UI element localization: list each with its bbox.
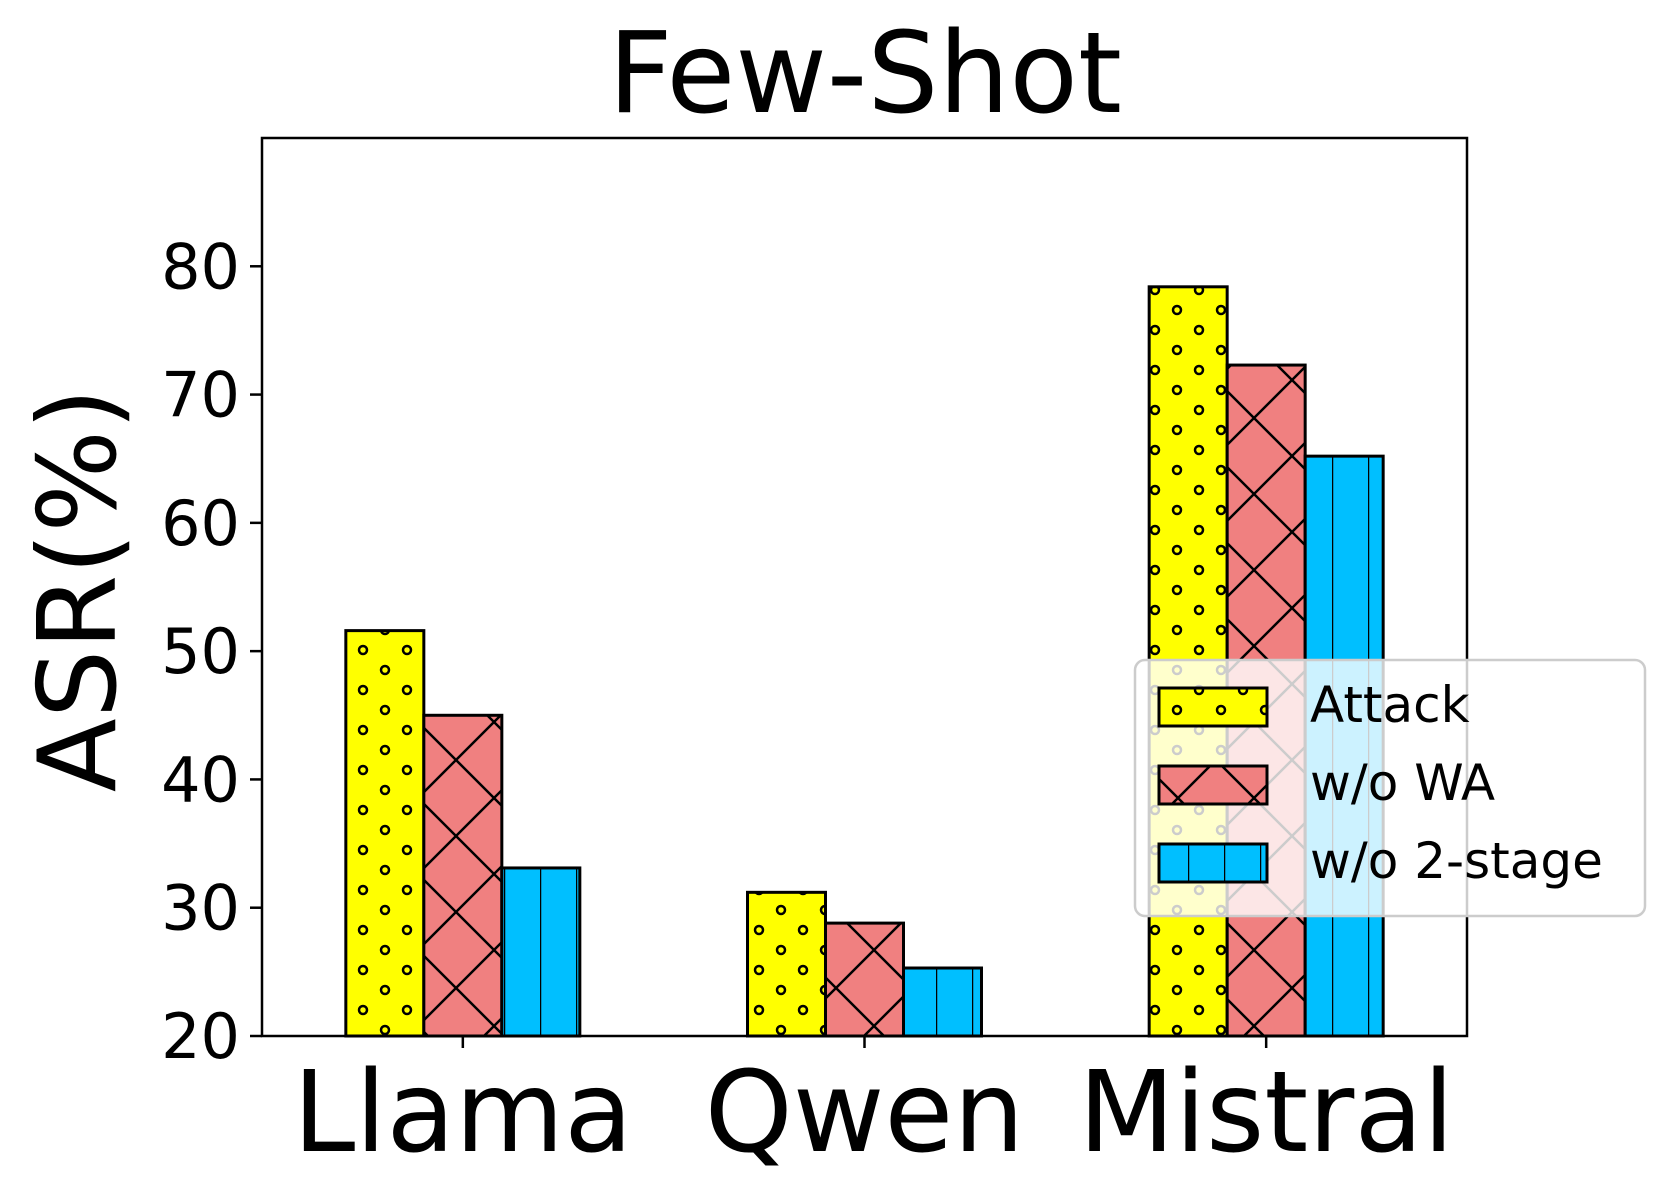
bar-attack-qwen	[746, 890, 827, 1038]
y-tick-label: 50	[161, 615, 240, 688]
legend-label: Attack	[1310, 676, 1470, 734]
y-tick-label: 40	[161, 743, 240, 816]
legend: Attack w/o WA w/o 2-stage	[1133, 658, 1647, 918]
bar-w-o-2-stage-llama	[500, 866, 582, 1038]
bar-w-o-wa-llama	[422, 713, 504, 1038]
y-tick-label: 80	[161, 230, 240, 303]
bar-w-o-2-stage-qwen	[902, 966, 983, 1038]
legend-label: w/o 2-stage	[1310, 832, 1603, 890]
y-tick-label: 30	[161, 872, 240, 945]
x-axis-ticks: Llama Qwen Mistral	[293, 1036, 1454, 1178]
legend-entry-attack: Attack	[1157, 676, 1470, 734]
y-tick-label: 70	[161, 359, 240, 432]
x-tick-label-qwen: Qwen	[705, 1048, 1025, 1178]
chart-title: Few-Shot	[608, 9, 1122, 139]
bar-attack-llama	[344, 629, 426, 1038]
y-tick-label: 20	[161, 1000, 240, 1073]
plot-area-frame	[260, 136, 1469, 1038]
x-tick-label-llama: Llama	[293, 1048, 633, 1178]
bar-w-o-wa-qwen	[824, 921, 905, 1038]
x-tick-label-mistral: Mistral	[1078, 1048, 1454, 1178]
y-tick-label: 60	[161, 487, 240, 560]
y-axis-ticks: 20 30 40 50 60 70 80	[161, 230, 262, 1073]
legend-label: w/o WA	[1310, 754, 1495, 812]
legend-entry-w-o-wa: w/o WA	[1157, 754, 1495, 812]
y-axis-label: ASR(%)	[16, 388, 141, 792]
legend-entry-w-o-2-stage: w/o 2-stage	[1157, 832, 1603, 890]
